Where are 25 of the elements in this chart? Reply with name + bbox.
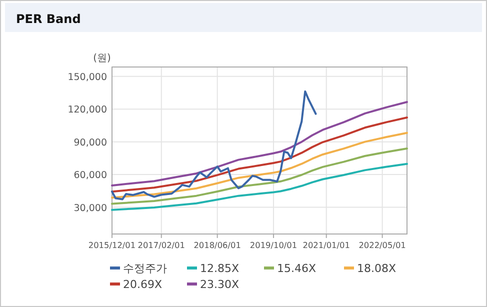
line-series (111, 147, 408, 205)
legend-label: 20.69X (123, 278, 162, 291)
x-tick-label: 2021/01/01 (302, 240, 350, 250)
line-series (111, 132, 408, 199)
legend-label: 수정주가 (123, 262, 167, 275)
y-tick-label: 120,000 (68, 104, 107, 116)
line-series (111, 101, 408, 186)
line-series (111, 116, 408, 193)
legend-label: 12.85X (200, 262, 240, 275)
legend-label: 15.46X (277, 262, 316, 275)
line-series (111, 162, 408, 211)
legend-label: 18.08X (357, 262, 396, 275)
y-tick-label: 90,000 (74, 137, 107, 148)
y-axis-title: (원) (93, 53, 111, 64)
x-tick-label: 2018/06/01 (194, 240, 241, 250)
y-tick-label: 30,000 (74, 202, 107, 214)
x-tick-label: 2017/02/01 (138, 240, 185, 250)
line-series (111, 90, 317, 200)
y-tick-label: 60,000 (74, 170, 107, 182)
x-tick-label: 2019/10/01 (250, 240, 298, 250)
legend-label: 23.30X (200, 278, 240, 291)
x-tick-label: 2022/05/01 (358, 240, 406, 250)
x-tick-label: 2015/12/01 (88, 240, 136, 250)
y-tick-label: 150,000 (68, 72, 107, 83)
chart-title: PER Band (16, 12, 81, 26)
